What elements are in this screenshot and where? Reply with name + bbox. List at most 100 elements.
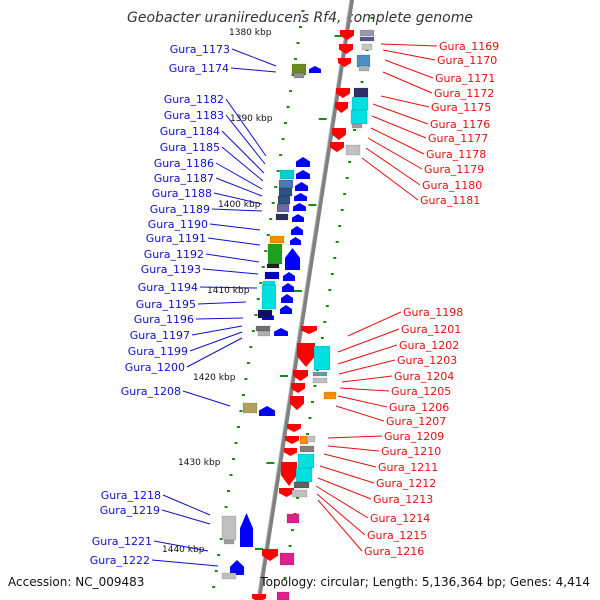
tick-mark xyxy=(239,410,243,412)
forward-gene-label: Gura_1222 xyxy=(90,554,150,567)
reverse-leader-line xyxy=(315,485,369,519)
gene-box xyxy=(279,552,295,566)
forward-gene-arrow xyxy=(294,193,307,201)
forward-leader-line xyxy=(221,130,265,174)
gene-box xyxy=(293,72,305,79)
tick-mark xyxy=(249,346,253,348)
gene-box xyxy=(299,445,315,453)
kbp-label: 1440 kbp xyxy=(162,545,205,555)
genome-backbone xyxy=(256,0,355,600)
reverse-gene-arrow xyxy=(301,326,317,334)
reverse-leader-line xyxy=(372,103,429,125)
tick-mark xyxy=(264,250,268,252)
reverse-gene-label: Gura_1169 xyxy=(439,40,499,53)
major-tick-mark xyxy=(318,118,327,120)
tick-mark xyxy=(269,218,273,220)
forward-gene-label: Gura_1194 xyxy=(138,281,198,294)
tick-mark xyxy=(219,538,223,540)
tick-mark xyxy=(212,586,216,588)
forward-gene-label: Gura_1183 xyxy=(164,109,224,122)
major-tick-mark xyxy=(279,375,288,377)
tick-mark xyxy=(370,17,374,19)
reverse-gene-arrow xyxy=(279,488,294,497)
gene-box xyxy=(221,515,237,541)
reverse-gene-arrow xyxy=(340,30,354,40)
reverse-gene-arrow xyxy=(284,448,297,456)
reverse-gene-arrow xyxy=(293,370,308,381)
forward-gene-arrow xyxy=(292,214,304,222)
forward-gene-arrow xyxy=(280,305,292,314)
reverse-gene-arrow xyxy=(332,128,346,140)
gene-box xyxy=(223,539,235,545)
tick-mark xyxy=(286,106,290,108)
forward-leader-line xyxy=(202,268,259,275)
forward-gene-label: Gura_1218 xyxy=(101,489,161,502)
gene-box xyxy=(323,391,337,400)
kbp-label: 1380 kbp xyxy=(229,28,272,38)
gene-box xyxy=(297,453,315,469)
gene-box xyxy=(313,345,331,371)
forward-gene-label: Gura_1188 xyxy=(152,187,212,200)
gene-box xyxy=(266,263,280,269)
forward-gene-label: Gura_1197 xyxy=(130,329,190,342)
forward-gene-label: Gura_1219 xyxy=(100,504,160,517)
tick-mark xyxy=(296,497,300,499)
tick-mark xyxy=(313,385,317,387)
gene-box xyxy=(276,203,290,213)
gene-box xyxy=(351,96,369,111)
reverse-gene-arrow xyxy=(281,462,297,486)
tick-mark xyxy=(274,186,278,188)
kbp-label: 1430 kbp xyxy=(178,458,221,468)
reverse-gene-arrow xyxy=(287,424,301,432)
tick-mark xyxy=(333,257,337,259)
tick-mark xyxy=(343,193,347,195)
tick-mark xyxy=(308,417,312,419)
forward-leader-line xyxy=(215,162,263,190)
tick-mark xyxy=(310,401,314,403)
tick-mark xyxy=(244,378,248,380)
kbp-label: 1420 kbp xyxy=(193,373,236,383)
forward-gene-arrow xyxy=(296,157,310,167)
forward-gene-label: Gura_1196 xyxy=(134,313,194,326)
gene-box xyxy=(269,235,285,244)
reverse-gene-arrow xyxy=(336,88,350,98)
reverse-leader-line xyxy=(365,147,421,186)
forward-leader-line xyxy=(225,98,267,157)
major-tick-mark xyxy=(266,462,275,464)
reverse-gene-arrow xyxy=(335,102,348,113)
forward-gene-arrow xyxy=(296,170,310,179)
reverse-gene-label: Gura_1212 xyxy=(376,477,436,490)
tick-mark xyxy=(320,337,324,339)
reverse-leader-line xyxy=(382,49,436,61)
forward-gene-arrow xyxy=(290,237,301,245)
tick-mark xyxy=(251,330,255,332)
forward-gene-label: Gura_1195 xyxy=(136,298,196,311)
reverse-gene-label: Gura_1211 xyxy=(378,461,438,474)
tick-mark xyxy=(259,282,263,284)
gene-box xyxy=(306,435,316,443)
reverse-leader-line xyxy=(319,465,375,484)
reverse-gene-arrow xyxy=(339,44,353,54)
forward-gene-label: Gura_1208 xyxy=(121,385,181,398)
tick-mark xyxy=(227,490,231,492)
reverse-leader-line xyxy=(339,387,390,392)
reverse-gene-arrow xyxy=(330,142,344,152)
gene-box xyxy=(261,284,277,310)
gene-box xyxy=(358,65,370,72)
gene-box xyxy=(242,402,258,414)
tick-mark xyxy=(323,321,327,323)
gene-labels: Gura_1173 Gura_1174 Gura_1182 Gura_1183 Gura… xyxy=(90,40,500,567)
gene-box xyxy=(361,43,373,51)
gene-box xyxy=(312,377,328,384)
forward-leader-line xyxy=(207,237,261,246)
reverse-gene-label: Gura_1198 xyxy=(403,306,463,319)
forward-leader-line xyxy=(189,331,243,352)
tick-mark xyxy=(254,314,258,316)
reverse-gene-label: Gura_1172 xyxy=(434,87,494,100)
forward-leader-line xyxy=(230,67,277,73)
forward-gene-label: Gura_1174 xyxy=(169,62,229,75)
reverse-gene-arrow xyxy=(338,58,351,67)
forward-gene-label: Gura_1190 xyxy=(148,218,208,231)
label-leader-lines xyxy=(151,43,438,567)
forward-gene-label: Gura_1192 xyxy=(144,248,204,261)
